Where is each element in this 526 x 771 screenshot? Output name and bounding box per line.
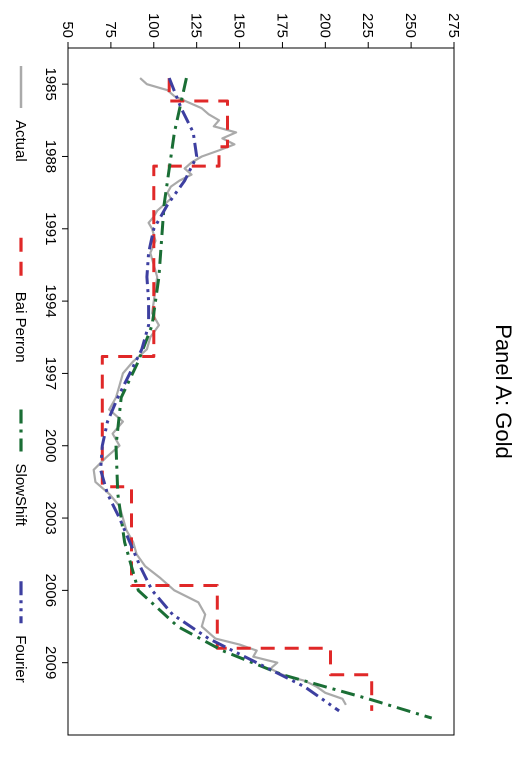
x-tick-label: 1988 <box>42 140 59 173</box>
series-lines <box>92 77 433 720</box>
x-tick-label: 1991 <box>42 212 59 245</box>
x-tick-label: 1985 <box>42 67 59 100</box>
x-tick-label: 2000 <box>42 429 59 462</box>
chart-title: Panel A: Gold <box>491 324 516 459</box>
y-tick-label: 250 <box>402 13 419 38</box>
legend-label: Fourier <box>12 635 29 683</box>
x-tick-label: 2009 <box>42 646 59 679</box>
y-tick-label: 150 <box>231 13 248 38</box>
y-tick-label: 125 <box>188 13 205 38</box>
y-tick-label: 275 <box>445 13 462 38</box>
legend-label: Bai Perron <box>12 292 29 363</box>
rotated-chart: Panel A: Gold 50 75 100 125 150 175 200 225 250 2… <box>12 13 516 736</box>
y-tick-label: 100 <box>145 13 162 38</box>
x-tick-label: 2003 <box>42 501 59 534</box>
legend-label: SlowShift <box>12 464 29 527</box>
y-tick-label: 225 <box>359 13 376 38</box>
x-axis: 1985 1988 1991 1994 1997 2000 2003 2006 2009 <box>42 67 68 679</box>
y-axis: 50 75 100 125 150 175 200 225 250 275 <box>59 13 462 48</box>
series-fourier-line <box>99 77 340 713</box>
y-tick-label: 175 <box>273 13 290 38</box>
series-slowshift-line <box>114 77 433 720</box>
series-actual-line <box>92 77 347 706</box>
x-tick-label: 2006 <box>42 574 59 607</box>
x-tick-label: 1994 <box>42 284 59 317</box>
y-tick-label: 50 <box>59 21 76 38</box>
legend: Actual Bai Perron SlowShift Fourier <box>12 66 29 683</box>
plot-frame <box>67 47 455 736</box>
series-bai-perron-line <box>100 78 374 711</box>
y-tick-label: 75 <box>102 21 119 38</box>
x-tick-label: 1997 <box>42 357 59 390</box>
y-tick-label: 200 <box>316 13 333 38</box>
legend-label: Actual <box>12 120 29 162</box>
